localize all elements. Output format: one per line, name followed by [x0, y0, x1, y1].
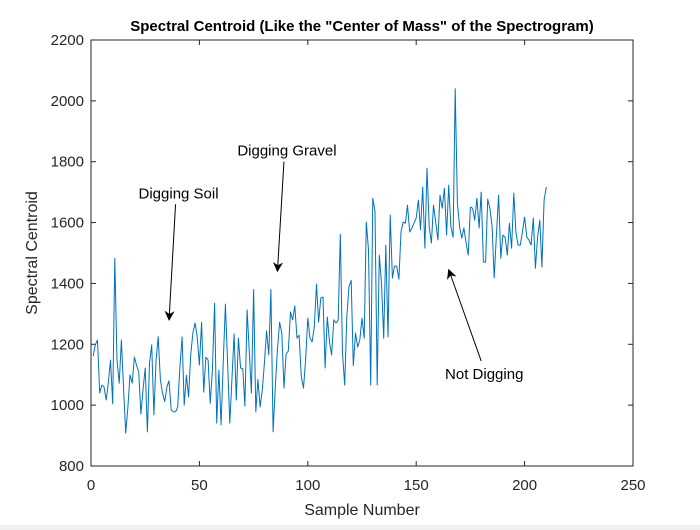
series-line-spectral-centroid	[92, 88, 547, 434]
chart-title: Spectral Centroid (Like the "Center of M…	[130, 18, 593, 35]
y-tick-label: 1400	[51, 275, 84, 292]
y-tick-label: 800	[59, 458, 84, 475]
x-tick-label: 100	[295, 477, 320, 494]
y-tick-label: 1000	[51, 397, 84, 414]
y-axis-label: Spectral Centroid	[24, 191, 41, 315]
annotation-label: Digging Gravel	[237, 143, 336, 160]
plot-area	[91, 40, 633, 466]
annotation-arrow	[272, 161, 285, 273]
y-tick-label: 1600	[51, 215, 84, 232]
x-tick-label: 200	[512, 477, 537, 494]
x-tick-label: 150	[404, 477, 429, 494]
y-tick-label: 2200	[51, 32, 84, 49]
annotation-arrow	[164, 204, 177, 321]
x-tick-label: 0	[87, 477, 95, 494]
axes-box	[90, 39, 634, 467]
x-tick-label: 250	[620, 477, 645, 494]
y-tick-label: 2000	[51, 93, 84, 110]
x-tick-label: 50	[191, 477, 208, 494]
annotation-label: Digging Soil	[139, 185, 219, 202]
annotation-label: Not Digging	[445, 366, 523, 383]
y-tick-label: 1800	[51, 154, 84, 171]
x-axis-label: Sample Number	[304, 502, 420, 519]
y-tick-label: 1200	[51, 336, 84, 353]
annotation-arrow	[447, 268, 482, 362]
